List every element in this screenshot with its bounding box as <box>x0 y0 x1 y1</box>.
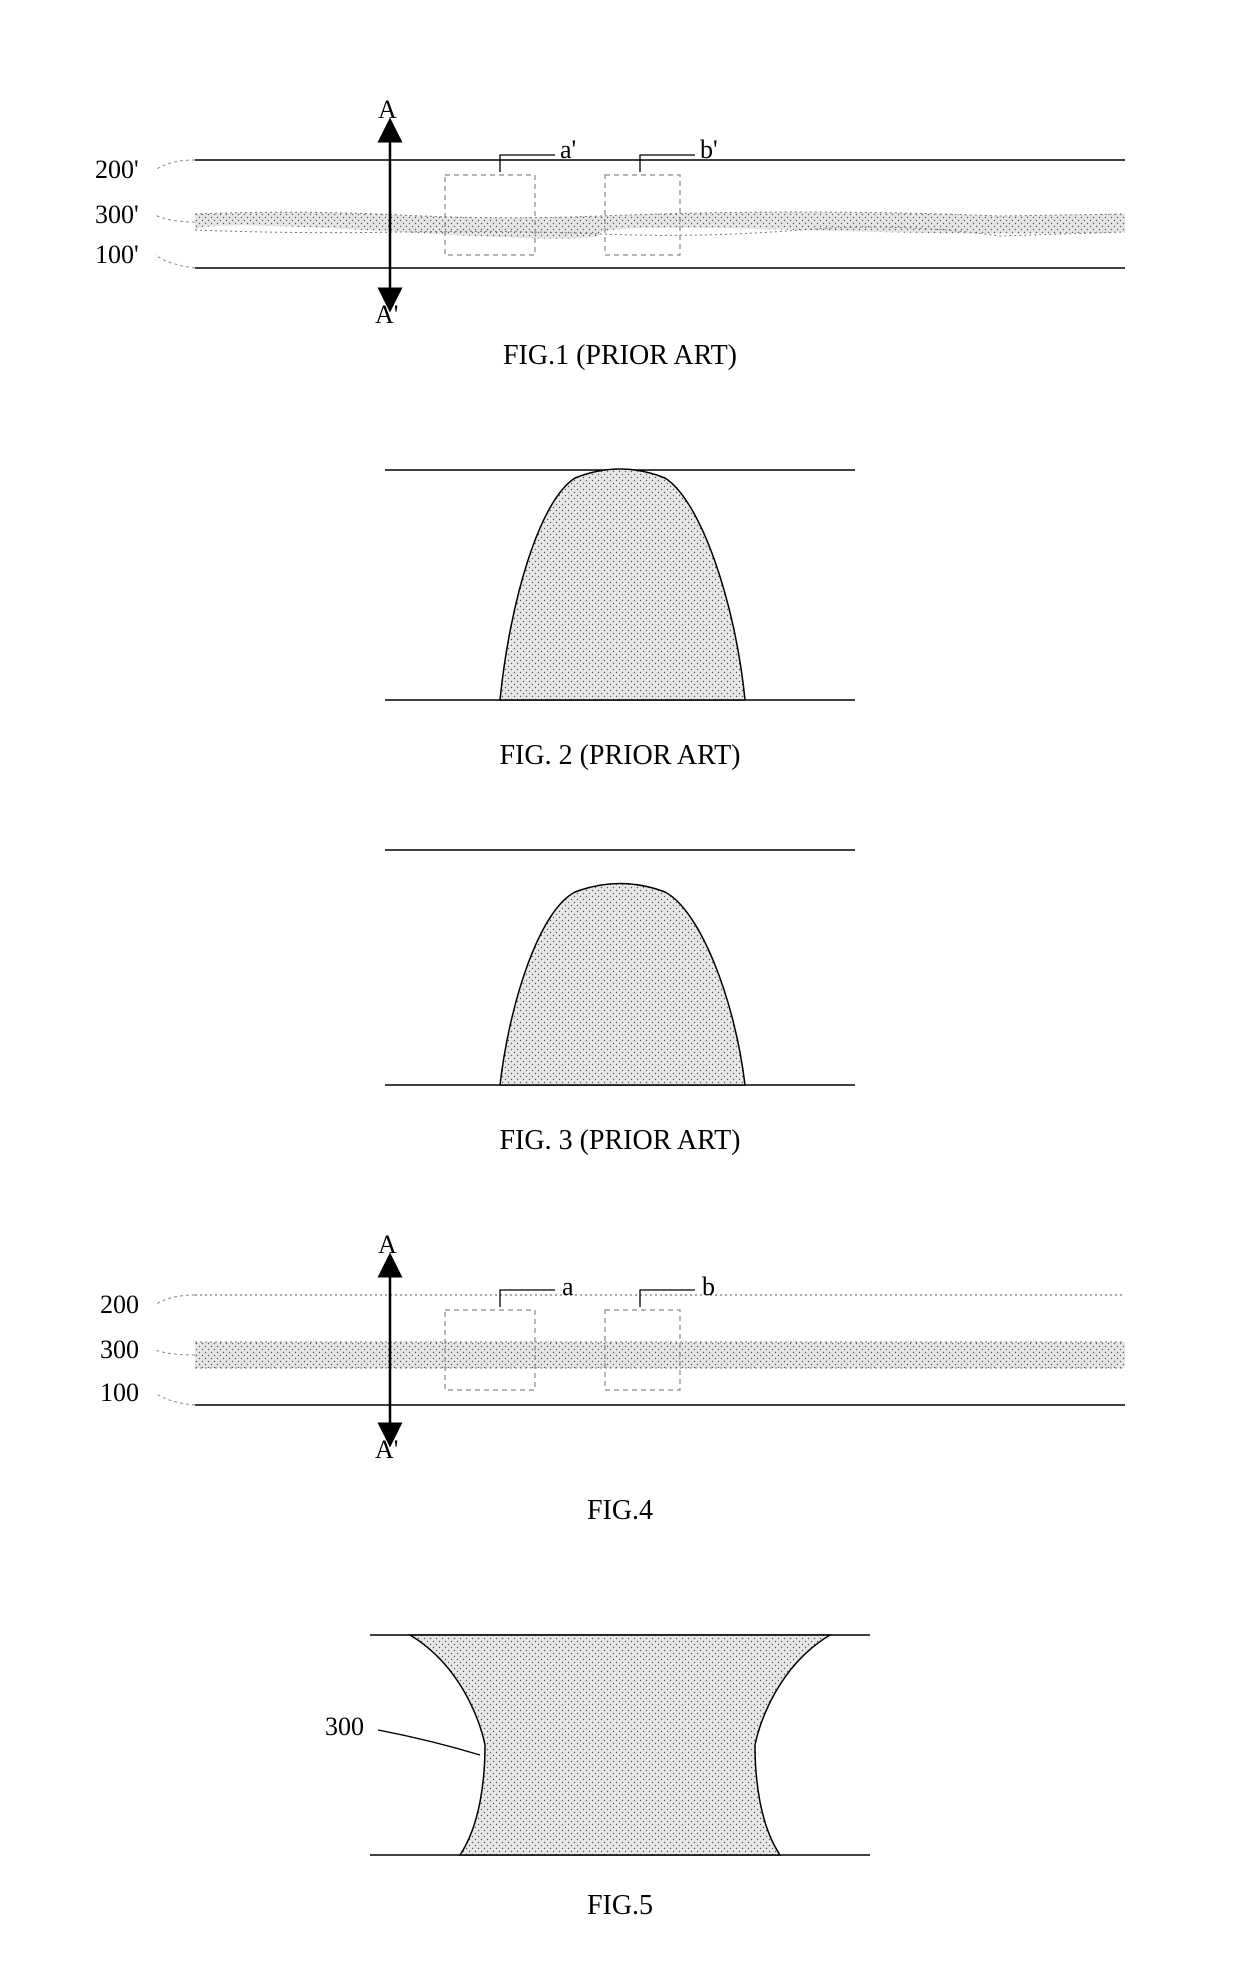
fig4-label-200: 200 <box>100 1290 139 1320</box>
fig4-label-A: A <box>378 1230 397 1260</box>
fig1-caption: FIG.1 (PRIOR ART) <box>0 340 1240 372</box>
fig1-label-300p: 300' <box>95 200 139 230</box>
fig1-label-100p: 100' <box>95 240 139 270</box>
fig1-leader-a <box>500 155 555 172</box>
fig4-label-a: a <box>562 1272 574 1302</box>
fig5-leader-300 <box>378 1730 480 1755</box>
fig1-box-a <box>445 175 535 255</box>
fig5-shape <box>410 1635 830 1855</box>
fig5-label-300: 300 <box>325 1712 364 1742</box>
fig4-leader-200 <box>155 1295 195 1305</box>
fig2-shape <box>500 469 745 700</box>
fig4-leader-100 <box>155 1393 195 1405</box>
fig1-label-200p: 200' <box>95 155 139 185</box>
fig2-svg <box>0 440 1240 750</box>
fig1-svg <box>0 0 1240 370</box>
fig1-leader-200 <box>155 160 195 170</box>
fig4-leader-b <box>640 1290 695 1307</box>
fig1-label-Aprime: A' <box>375 300 398 330</box>
fig3-caption: FIG. 3 (PRIOR ART) <box>0 1125 1240 1157</box>
fig4-leader-300 <box>155 1350 195 1355</box>
fig4-label-100: 100 <box>100 1378 139 1408</box>
fig4-caption: FIG.4 <box>0 1495 1240 1527</box>
fig4-label-300: 300 <box>100 1335 139 1365</box>
fig1-leader-b <box>640 155 695 172</box>
fig1-label-A: A <box>378 95 397 125</box>
fig1-leader-300 <box>155 215 195 222</box>
fig2-caption: FIG. 2 (PRIOR ART) <box>0 740 1240 772</box>
fig4-label-b: b <box>702 1272 715 1302</box>
fig4-leader-a <box>500 1290 555 1307</box>
fig5-caption: FIG.5 <box>0 1890 1240 1922</box>
fig3-shape <box>500 884 745 1086</box>
fig1-leader-100 <box>155 255 195 268</box>
fig1-label-a: a' <box>560 135 576 165</box>
fig4-svg <box>0 1225 1240 1505</box>
fig5-svg <box>0 1610 1240 1910</box>
fig4-label-Aprime: A' <box>375 1435 398 1465</box>
fig3-svg <box>0 820 1240 1140</box>
fig4-band-300 <box>195 1342 1125 1368</box>
page: A A' 200' 300' 100' a' b' FIG.1 (PRIOR A… <box>0 0 1240 1975</box>
fig1-label-b: b' <box>700 135 718 165</box>
